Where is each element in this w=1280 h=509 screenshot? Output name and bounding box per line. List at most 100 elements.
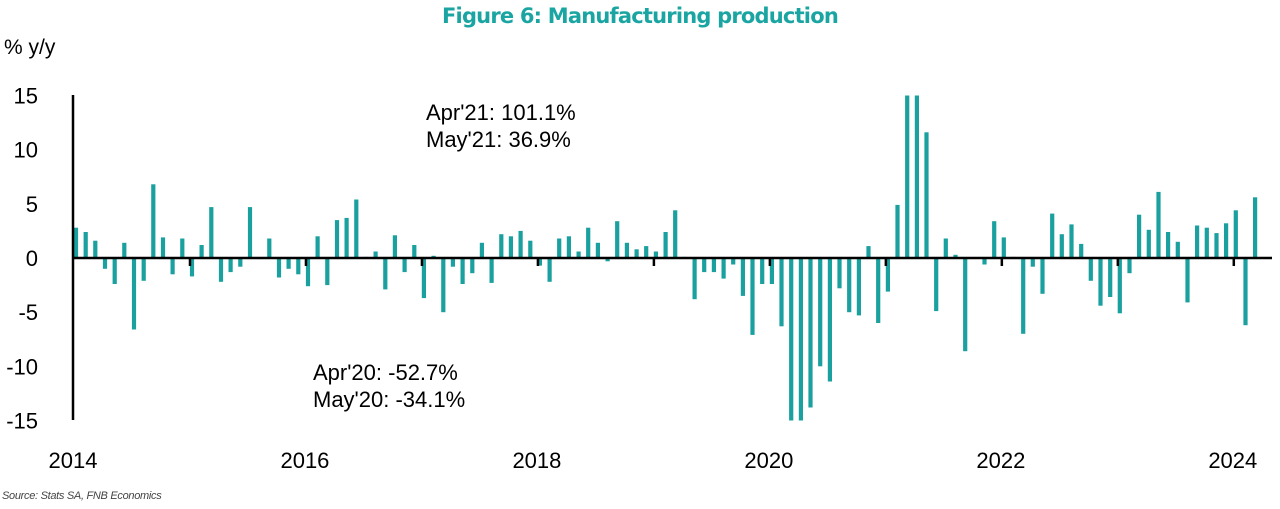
bar xyxy=(489,258,494,283)
bar xyxy=(576,251,581,258)
annotations: Apr'21: 101.1%May'21: 36.9% Apr'20: -52.7… xyxy=(313,100,576,412)
bar xyxy=(1117,258,1122,314)
bar xyxy=(344,217,349,258)
bar xyxy=(1243,258,1248,326)
bar xyxy=(238,258,243,267)
bar xyxy=(711,258,716,273)
source-note: Source: Stats SA, FNB Economics xyxy=(2,490,162,502)
bar xyxy=(354,199,359,258)
bar xyxy=(102,258,108,269)
bar xyxy=(1050,213,1055,258)
annotation-text: Apr'21: 101.1% xyxy=(426,100,576,125)
bar xyxy=(199,245,204,258)
bar xyxy=(247,207,253,258)
bar xyxy=(305,258,311,287)
bar xyxy=(750,258,755,335)
bar xyxy=(402,258,407,273)
bar xyxy=(905,95,910,258)
bar xyxy=(1069,224,1074,258)
bar xyxy=(1088,258,1093,281)
y-tick-label: 10 xyxy=(14,138,38,163)
bar xyxy=(528,240,533,258)
bar xyxy=(779,258,784,327)
bar xyxy=(1001,237,1006,258)
bar xyxy=(963,258,968,352)
bar xyxy=(953,254,958,259)
y-tick-label: 15 xyxy=(14,84,38,109)
bar xyxy=(760,258,765,284)
bar xyxy=(537,258,542,266)
x-tick-labels: 2014 2016 2018 2020 2022 2024 xyxy=(49,448,1258,473)
bar xyxy=(663,232,668,258)
bar xyxy=(943,238,948,258)
bar xyxy=(827,258,832,382)
x-tick-label: 2014 xyxy=(49,448,98,473)
bar xyxy=(914,95,919,258)
bar xyxy=(992,221,997,258)
y-axis-label: % y/y xyxy=(4,36,56,59)
bar xyxy=(170,258,175,275)
bar xyxy=(499,234,504,258)
bar xyxy=(1224,223,1229,258)
bar xyxy=(721,258,726,279)
bar xyxy=(209,207,214,258)
bar xyxy=(450,258,455,267)
bar xyxy=(160,237,166,258)
bar xyxy=(276,258,282,278)
bar xyxy=(1127,258,1132,274)
y-tick-label: -5 xyxy=(18,300,38,325)
bar xyxy=(1108,258,1113,297)
bar xyxy=(441,258,446,313)
bar xyxy=(180,238,185,258)
bar xyxy=(808,258,813,408)
bar xyxy=(1253,197,1258,258)
y-tick-label: 5 xyxy=(26,192,38,217)
bar xyxy=(151,184,156,258)
x-tick-label: 2020 xyxy=(744,448,793,473)
bar xyxy=(847,258,852,313)
bar xyxy=(866,246,871,258)
bar xyxy=(895,204,900,258)
bar xyxy=(982,258,987,265)
bar xyxy=(837,258,842,289)
bar xyxy=(1166,232,1171,258)
bar xyxy=(421,258,426,299)
bar xyxy=(1098,258,1103,306)
bar xyxy=(653,251,658,258)
bar xyxy=(1233,210,1238,258)
bar xyxy=(702,258,707,273)
bar xyxy=(740,258,745,296)
bar xyxy=(460,258,465,284)
bar xyxy=(141,258,146,281)
annotation-text: May'21: 36.9% xyxy=(426,127,571,152)
bar xyxy=(1175,241,1180,259)
x-tick-label: 2022 xyxy=(976,448,1025,473)
bar xyxy=(470,258,475,274)
x-tick-label: 2024 xyxy=(1208,448,1257,473)
bar xyxy=(267,238,272,258)
bar xyxy=(122,242,127,258)
bar xyxy=(373,251,378,258)
annotation-text: May'20: -34.1% xyxy=(313,387,465,412)
bar xyxy=(286,258,291,269)
bar xyxy=(325,258,330,286)
bar xyxy=(547,258,552,282)
bar xyxy=(1059,234,1064,258)
bar xyxy=(296,258,301,275)
bar xyxy=(634,249,639,258)
bar xyxy=(586,227,591,258)
annotation-text: Apr'20: -52.7% xyxy=(313,360,458,385)
bar xyxy=(924,132,929,258)
bar xyxy=(566,236,571,258)
bar xyxy=(383,258,388,290)
bar xyxy=(228,258,233,273)
bar xyxy=(624,242,629,258)
bar xyxy=(1137,214,1142,258)
bar xyxy=(112,258,117,284)
bar xyxy=(412,245,417,258)
y-tick-label: -10 xyxy=(6,354,38,379)
y-tick-label: 0 xyxy=(26,246,38,271)
bar xyxy=(1185,258,1190,303)
bar xyxy=(818,258,823,367)
